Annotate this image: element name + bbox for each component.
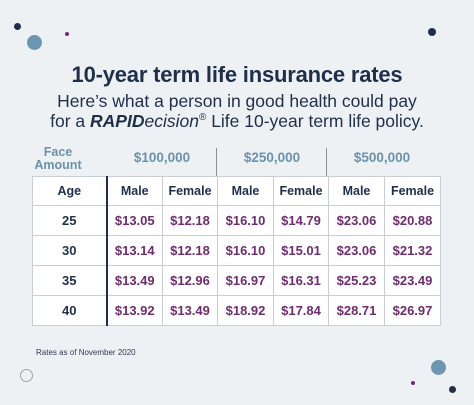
rate-cell: $16.10 xyxy=(217,205,274,236)
amount-divider-2 xyxy=(326,148,327,176)
subtitle-prefix: for a xyxy=(50,111,91,131)
table-row: 30 $13.14 $12.18 $16.10 $15.01 $23.06 $2… xyxy=(32,235,441,266)
table-row: 35 $13.49 $12.96 $16.97 $16.31 $25.23 $2… xyxy=(32,265,441,296)
decorative-ring xyxy=(20,369,33,382)
header-age: Age xyxy=(32,176,107,206)
rate-cell: $20.88 xyxy=(384,205,441,236)
table-row: 25 $13.05 $12.18 $16.10 $14.79 $23.06 $2… xyxy=(32,205,441,236)
age-cell: 30 xyxy=(32,235,107,266)
rate-cell: $16.97 xyxy=(217,265,274,296)
rate-cell: $12.18 xyxy=(162,205,218,236)
age-cell: 25 xyxy=(32,205,107,236)
decorative-dot-navy xyxy=(14,23,21,30)
decorative-dot-bottom-blue xyxy=(431,360,446,375)
brand-bold: RAPID xyxy=(90,111,145,131)
table-row: 40 $13.92 $13.49 $18.92 $17.84 $28.71 $2… xyxy=(32,295,441,326)
face-amount-label: Face Amount xyxy=(32,146,84,172)
rate-cell: $13.49 xyxy=(105,265,163,296)
rate-cell: $12.18 xyxy=(162,235,218,266)
page-title: 10-year term life insurance rates xyxy=(71,62,403,87)
amount-500k: $500,000 xyxy=(353,150,411,165)
rate-cell: $16.10 xyxy=(217,235,274,266)
brand-name: RAPIDecision xyxy=(90,111,199,131)
header-female-250k: Female xyxy=(273,176,329,206)
rate-cell: $17.84 xyxy=(273,295,329,326)
rate-cell: $23.06 xyxy=(328,205,385,236)
subtitle-line-1: Here’s what a person in good health coul… xyxy=(57,91,417,111)
rate-cell: $14.79 xyxy=(273,205,329,236)
rate-cell: $13.49 xyxy=(162,295,218,326)
header-male-250k: Male xyxy=(217,176,274,206)
brand-italic: ecision xyxy=(144,111,199,131)
rate-cell: $13.05 xyxy=(105,205,163,236)
rates-table: Age Male Female Male Female Male Female … xyxy=(32,176,441,326)
header-female-500k: Female xyxy=(384,176,441,206)
registered-mark: ® xyxy=(198,112,207,124)
table-header-row: Age Male Female Male Female Male Female xyxy=(32,176,441,206)
header-male-100k: Male xyxy=(105,176,163,206)
rate-cell: $25.23 xyxy=(328,265,385,296)
decorative-dot-bottom-navy xyxy=(449,386,456,393)
amount-100k: $100,000 xyxy=(133,150,191,165)
rate-cell: $13.92 xyxy=(105,295,163,326)
face-amount-label-line2: Amount xyxy=(34,158,82,172)
subtitle-line-2: for a RAPIDecision® Life 10-year term li… xyxy=(0,111,474,132)
rate-cell: $26.97 xyxy=(384,295,441,326)
rate-cell: $16.31 xyxy=(273,265,329,296)
rate-cell: $23.06 xyxy=(328,235,385,266)
header-female-100k: Female xyxy=(162,176,218,206)
face-amount-label-line1: Face xyxy=(43,145,73,159)
age-cell: 40 xyxy=(32,295,107,326)
age-cell: 35 xyxy=(32,265,107,296)
rate-cell: $12.96 xyxy=(162,265,218,296)
rate-cell: $23.49 xyxy=(384,265,441,296)
decorative-dot-purple xyxy=(65,32,69,36)
rate-cell: $13.14 xyxy=(105,235,163,266)
rate-cell: $18.92 xyxy=(217,295,274,326)
header-male-500k: Male xyxy=(328,176,385,206)
decorative-dot-top-right xyxy=(428,28,436,36)
footnote: Rates as of November 2020 xyxy=(36,348,136,357)
rate-cell: $28.71 xyxy=(328,295,385,326)
rate-cell: $21.32 xyxy=(384,235,441,266)
decorative-dot-bottom-purple xyxy=(411,381,415,385)
amount-250k: $250,000 xyxy=(243,150,301,165)
subtitle-suffix: Life 10-year term life policy. xyxy=(206,111,424,131)
amount-divider-1 xyxy=(216,148,217,176)
decorative-dot-large xyxy=(27,35,42,50)
rate-cell: $15.01 xyxy=(273,235,329,266)
